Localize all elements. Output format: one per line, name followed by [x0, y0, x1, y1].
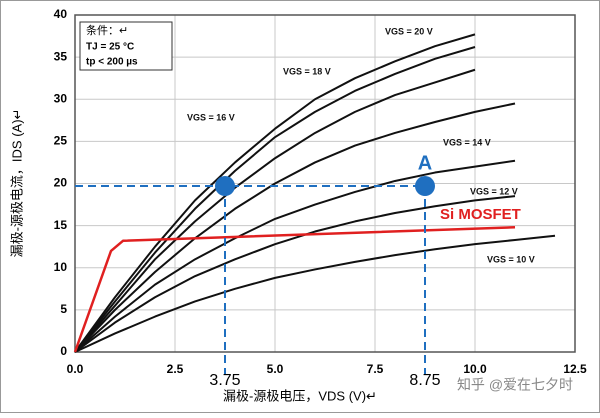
y-tick-label: 0	[60, 344, 67, 358]
series-label: Si MOSFET	[440, 206, 521, 223]
x-tick-label: 7.5	[367, 362, 384, 376]
x-tick-label: 0.0	[67, 362, 84, 376]
y-tick-label: 40	[54, 7, 68, 21]
series-label: VGS = 20 V	[385, 26, 433, 36]
condition: tp < 200 µs	[86, 57, 138, 68]
y-axis-label: 漏极-源极电流，IDS (A)↵	[9, 109, 24, 258]
x-tick-label: 5.0	[267, 362, 284, 376]
plot	[73, 33, 556, 374]
plot-frame	[74, 14, 576, 353]
series-line	[74, 159, 516, 353]
marker-point	[415, 176, 435, 197]
series-line	[74, 68, 476, 353]
series-line	[74, 102, 516, 353]
x-tick-label: 2.5	[167, 362, 184, 376]
y-tick-label: 5	[60, 302, 67, 316]
x-tick-label: 10.0	[463, 362, 487, 376]
y-tick-label: 30	[54, 91, 68, 105]
y-tick-label: 35	[54, 49, 68, 63]
series-label: VGS = 14 V	[443, 137, 491, 147]
y-tick-label: 20	[54, 176, 68, 190]
marker-x-label: 3.75	[209, 372, 240, 389]
x-tick-label: 12.5	[563, 362, 587, 376]
series-line	[74, 234, 556, 353]
condition: TJ = 25 °C	[86, 42, 134, 53]
y-tick-label: 15	[54, 218, 68, 232]
series-line	[73, 226, 516, 353]
y-tick-label: 10	[54, 260, 68, 274]
series-label: VGS = 16 V	[187, 112, 235, 122]
series-line	[74, 195, 516, 353]
series-line	[74, 46, 476, 353]
series-label: VGS = 10 V	[487, 254, 535, 264]
watermark: 知乎 @爱在七夕时	[457, 377, 573, 393]
y-tick-label: 25	[54, 134, 68, 148]
condition-box	[79, 21, 173, 71]
x-axis-label: 漏极-源极电压，VDS (V)↵	[223, 388, 377, 403]
marker-point	[215, 176, 235, 197]
series-label: VGS = 12 V	[470, 186, 518, 196]
condition: 条件：↵	[86, 23, 128, 37]
series-line	[74, 33, 476, 353]
marker-x-label: 8.75	[409, 372, 440, 389]
marker-label: A	[418, 152, 432, 174]
series-label: VGS = 18 V	[283, 66, 331, 76]
